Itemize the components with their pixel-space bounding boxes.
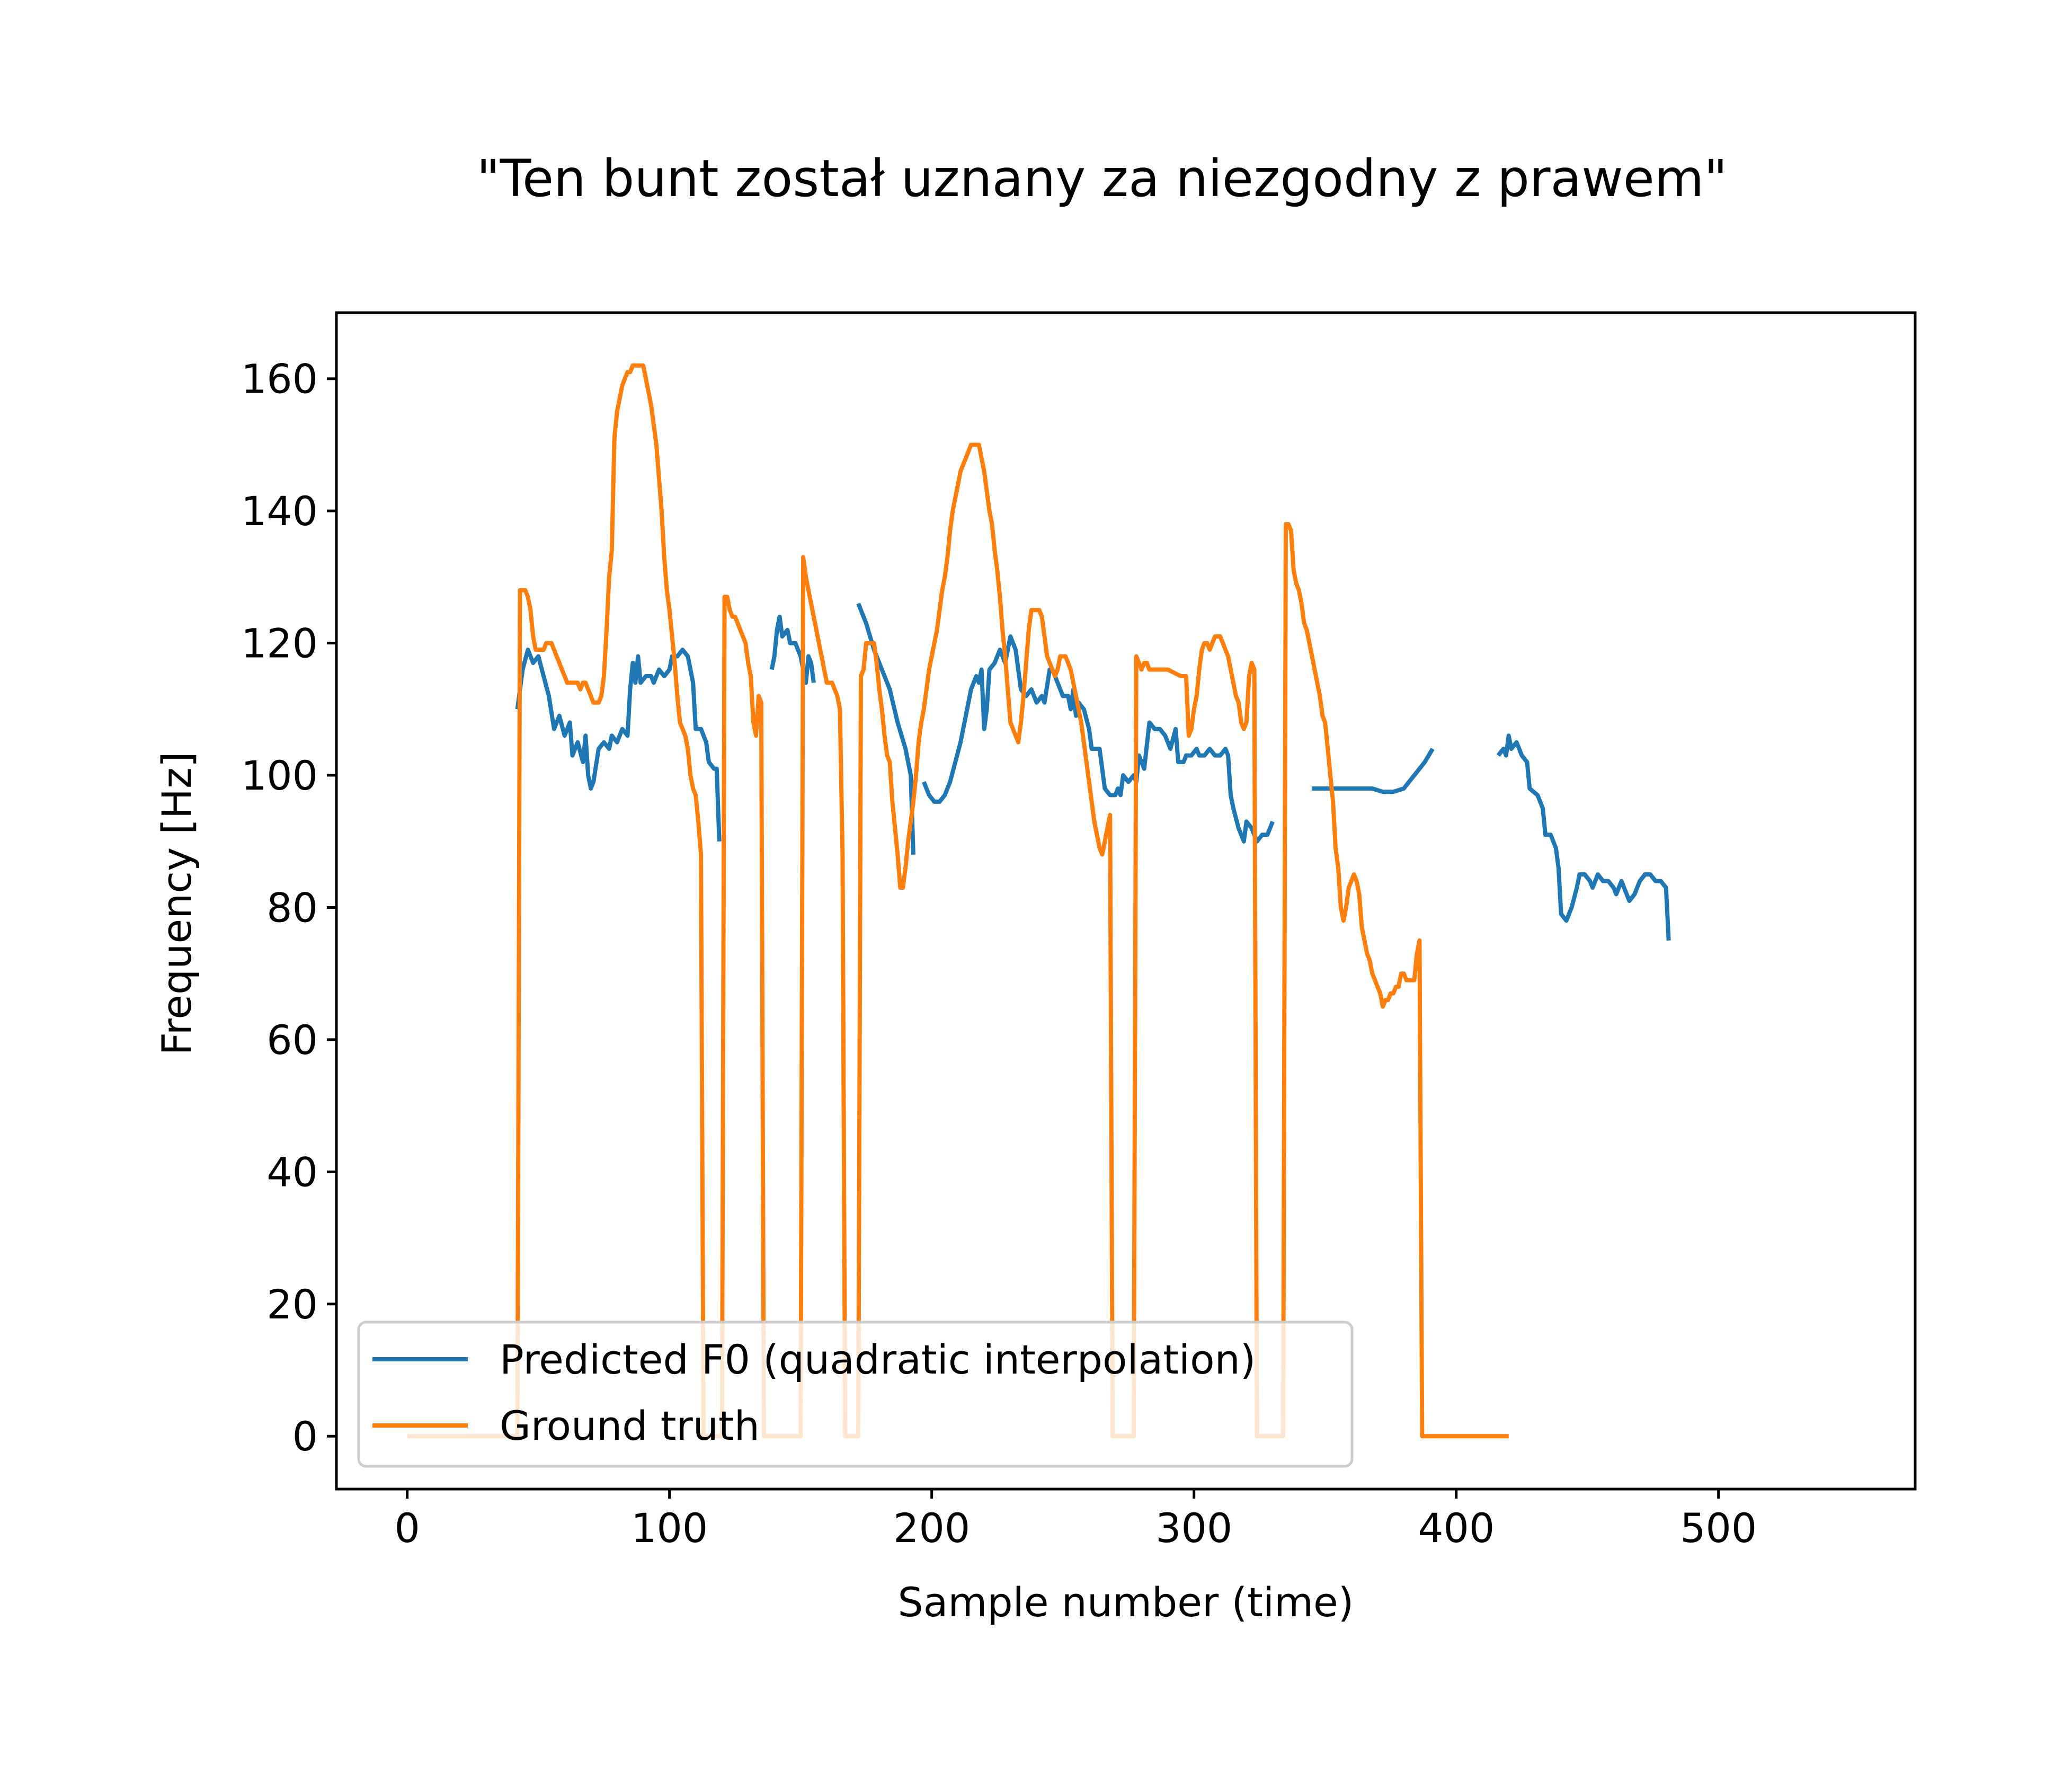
y-axis-label: Frequency [Hz] — [153, 751, 200, 1055]
predicted-f0-line-segment-0 — [515, 648, 722, 842]
y-tick-label: 100 — [241, 752, 318, 799]
ground-truth-line-segment-0 — [407, 363, 1509, 1439]
y-tick-label: 80 — [266, 884, 318, 931]
plot-frame — [335, 311, 1917, 1491]
y-tick-label: 140 — [241, 488, 318, 535]
y-tick-label: 20 — [266, 1281, 318, 1328]
chart-title: "Ten bunt został uznany za niezgodny z p… — [476, 149, 1727, 208]
legend-frame — [357, 1321, 1354, 1468]
y-tick-label: 60 — [266, 1016, 318, 1064]
x-tick-label: 100 — [631, 1504, 708, 1552]
plot-lines — [407, 363, 1671, 1439]
predicted-f0-line-segment-5 — [1496, 733, 1671, 941]
legend-label-predicted: Predicted F0 (quadratic interpolation) — [500, 1336, 1256, 1383]
predicted-f0-line-segment-1 — [769, 614, 816, 685]
x-tick-label: 500 — [1680, 1504, 1757, 1552]
legend: Predicted F0 (quadratic interpolation) G… — [357, 1321, 1354, 1468]
y-axis: 0 20 40 60 80 100 120 140 160 — [241, 356, 336, 1460]
y-tick-label: 40 — [266, 1148, 318, 1195]
x-tick-label: 200 — [893, 1504, 970, 1552]
predicted-f0-line-segment-2 — [856, 603, 915, 855]
x-tick-label: 400 — [1418, 1504, 1495, 1552]
legend-label-ground-truth: Ground truth — [500, 1402, 760, 1449]
y-tick-label: 0 — [292, 1413, 318, 1460]
predicted-f0-line-segment-3 — [922, 634, 1275, 844]
y-tick-label: 160 — [241, 356, 318, 403]
x-axis-label: Sample number (time) — [898, 1579, 1354, 1626]
predicted-f0-line-segment-4 — [1312, 748, 1435, 794]
x-axis: 0 100 200 300 400 500 — [394, 1489, 1757, 1552]
y-tick-label: 120 — [241, 620, 318, 667]
x-tick-label: 300 — [1155, 1504, 1232, 1552]
x-tick-label: 0 — [394, 1504, 420, 1552]
